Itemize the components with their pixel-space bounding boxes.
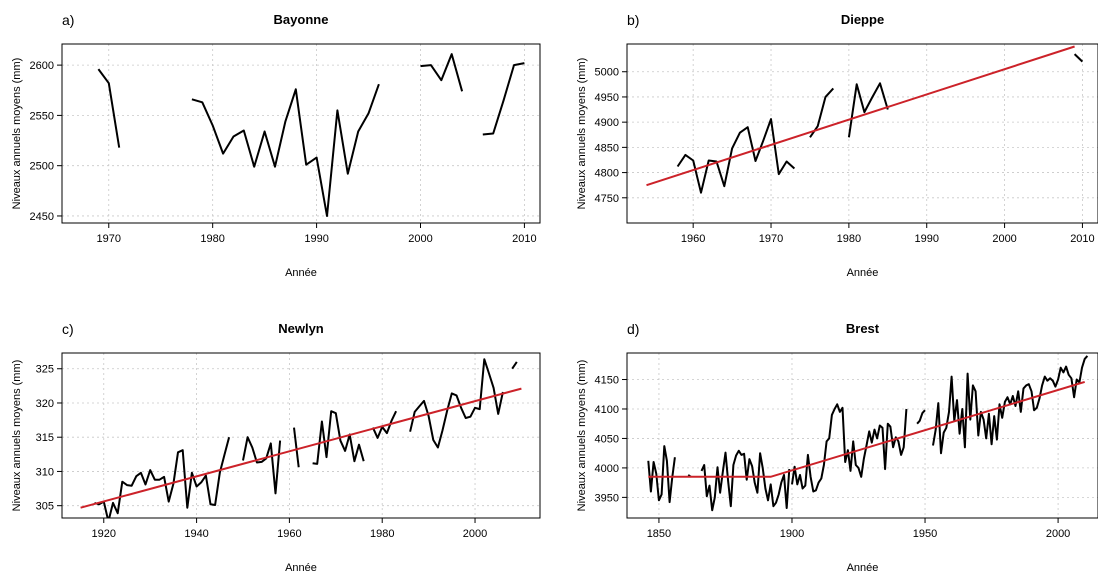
observed-line-segment [242, 436, 282, 495]
y-axis-label: Niveaux annuels moyens (mm) [576, 58, 588, 210]
y-tick-label: 325 [36, 364, 54, 376]
chart-panel-2: 1960 1970 1980 1990 2000 2010 4750 4800 4850 4900… [576, 12, 1098, 279]
observed-line-segment [371, 410, 398, 439]
y-tick-label: 4750 [595, 193, 619, 205]
observed-line-segment [791, 403, 908, 493]
y-tick-label: 315 [36, 432, 54, 444]
plot-lines [647, 355, 1089, 512]
x-tick-label: 2010 [512, 233, 536, 245]
y-tick-label: 4000 [595, 463, 619, 475]
x-tick-label: 1950 [913, 528, 937, 540]
panel-title: Dieppe [841, 12, 884, 27]
x-axis-label: Année [285, 267, 317, 279]
y-axis-label: Niveaux annuels moyens (mm) [576, 360, 588, 512]
x-tick-label: 1920 [92, 528, 116, 540]
x-tick-label: 2000 [463, 528, 487, 540]
plot-frame [61, 352, 541, 519]
y-tick-label: 2550 [30, 110, 54, 122]
panel-title: Brest [846, 321, 880, 336]
panel-title: Newlyn [278, 321, 324, 336]
x-axis-label: Année [847, 562, 879, 574]
observed-line-segment [482, 62, 525, 136]
panel-letter: d) [627, 321, 639, 337]
plot-lines [97, 53, 525, 217]
trend-line [80, 387, 522, 509]
observed-line-segment [191, 83, 380, 217]
x-tick-label: 2000 [408, 233, 432, 245]
observed-line-segment [420, 53, 464, 92]
plot-lines [646, 45, 1084, 194]
x-tick-label: 2000 [1046, 528, 1070, 540]
observed-line-segment [97, 68, 121, 148]
observed-line-segment [847, 82, 889, 138]
observed-line-segment [676, 118, 796, 194]
y-tick-label: 5000 [595, 67, 619, 79]
y-tick-label: 4950 [595, 92, 619, 104]
x-tick-label: 1960 [277, 528, 301, 540]
observed-line-segment [312, 410, 365, 465]
y-tick-label: 2600 [30, 60, 54, 72]
y-tick-label: 305 [36, 501, 54, 513]
chart-panel-4: 1850 1900 1950 2000 3950 4000 4050 4100 4150 Bres… [576, 321, 1098, 574]
observed-line-segment [1073, 53, 1084, 63]
x-tick-label: 2000 [992, 233, 1016, 245]
y-tick-label: 4800 [595, 168, 619, 180]
x-tick-label: 1940 [184, 528, 208, 540]
x-tick-label: 1980 [200, 233, 224, 245]
y-tick-label: 310 [36, 466, 54, 478]
x-axis-label: Année [847, 267, 879, 279]
y-tick-label: 320 [36, 398, 54, 410]
panel-letter: c) [62, 321, 74, 337]
y-tick-label: 4050 [595, 433, 619, 445]
y-tick-label: 4900 [595, 117, 619, 129]
x-tick-label: 1980 [370, 528, 394, 540]
y-tick-label: 4100 [595, 404, 619, 416]
y-axis-label: Niveaux annuels moyens (mm) [11, 58, 23, 210]
panel-title: Bayonne [274, 12, 329, 27]
observed-line-segment [409, 358, 504, 449]
plot-lines [80, 358, 522, 518]
trend-line [646, 45, 1075, 187]
x-tick-label: 1990 [914, 233, 938, 245]
y-axis-label: Niveaux annuels moyens (mm) [11, 360, 23, 512]
plot-frame [626, 352, 1098, 519]
observed-line-segment [700, 449, 791, 512]
y-tick-label: 4850 [595, 142, 619, 154]
observed-line-segment [511, 361, 518, 370]
x-axis-label: Année [285, 562, 317, 574]
y-tick-label: 2450 [30, 211, 54, 223]
y-tick-label: 4150 [595, 375, 619, 387]
plot-frame [626, 43, 1098, 224]
observed-line-segment [647, 445, 676, 504]
observed-line-segment [809, 87, 835, 138]
observed-line-segment [94, 436, 231, 518]
x-tick-label: 1850 [647, 528, 671, 540]
x-tick-label: 1970 [97, 233, 121, 245]
panel-letter: a) [62, 12, 74, 28]
y-tick-label: 3950 [595, 492, 619, 504]
chart-panel-1: 1970 1980 1990 2000 2010 2450 2500 2550 2600 Bayo… [11, 12, 541, 279]
x-tick-label: 1960 [681, 233, 705, 245]
panel-letter: b) [627, 12, 639, 28]
observed-line-segment [293, 427, 300, 468]
x-tick-label: 1970 [759, 233, 783, 245]
trend-line [648, 380, 1085, 478]
observed-line-segment [916, 409, 926, 425]
plot-frame [61, 43, 541, 224]
y-tick-label: 2500 [30, 161, 54, 173]
chart-panel-3: 1920 1940 1960 1980 2000 305 310 315 320 325 Newly… [11, 321, 541, 574]
x-tick-label: 1980 [837, 233, 861, 245]
x-tick-label: 2010 [1070, 233, 1094, 245]
x-tick-label: 1990 [304, 233, 328, 245]
x-tick-label: 1900 [780, 528, 804, 540]
